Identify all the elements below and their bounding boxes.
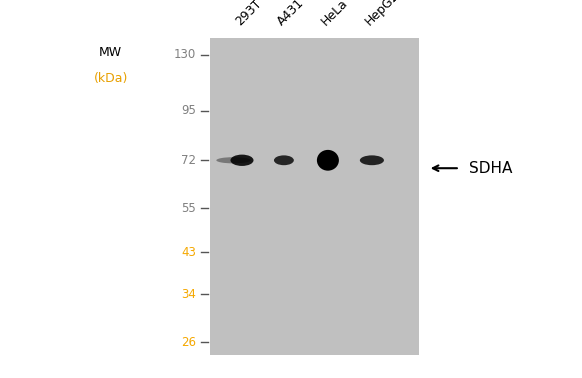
Text: 130: 130 <box>174 48 196 61</box>
Text: A431: A431 <box>275 0 307 28</box>
Ellipse shape <box>274 155 294 165</box>
Text: 34: 34 <box>181 288 196 301</box>
Text: MW: MW <box>99 46 122 59</box>
Bar <box>210 38 419 355</box>
Text: HepG2: HepG2 <box>363 0 402 28</box>
Text: 55: 55 <box>182 202 196 215</box>
Ellipse shape <box>217 157 251 163</box>
Ellipse shape <box>230 155 254 166</box>
Ellipse shape <box>360 155 384 165</box>
Text: 95: 95 <box>181 104 196 117</box>
Text: SDHA: SDHA <box>469 161 512 176</box>
Text: 72: 72 <box>181 154 196 167</box>
Text: 26: 26 <box>181 336 196 349</box>
Ellipse shape <box>317 150 339 171</box>
Text: 293T: 293T <box>233 0 264 28</box>
Text: HeLa: HeLa <box>319 0 350 28</box>
Text: (kDa): (kDa) <box>93 72 128 85</box>
Text: 43: 43 <box>181 246 196 259</box>
